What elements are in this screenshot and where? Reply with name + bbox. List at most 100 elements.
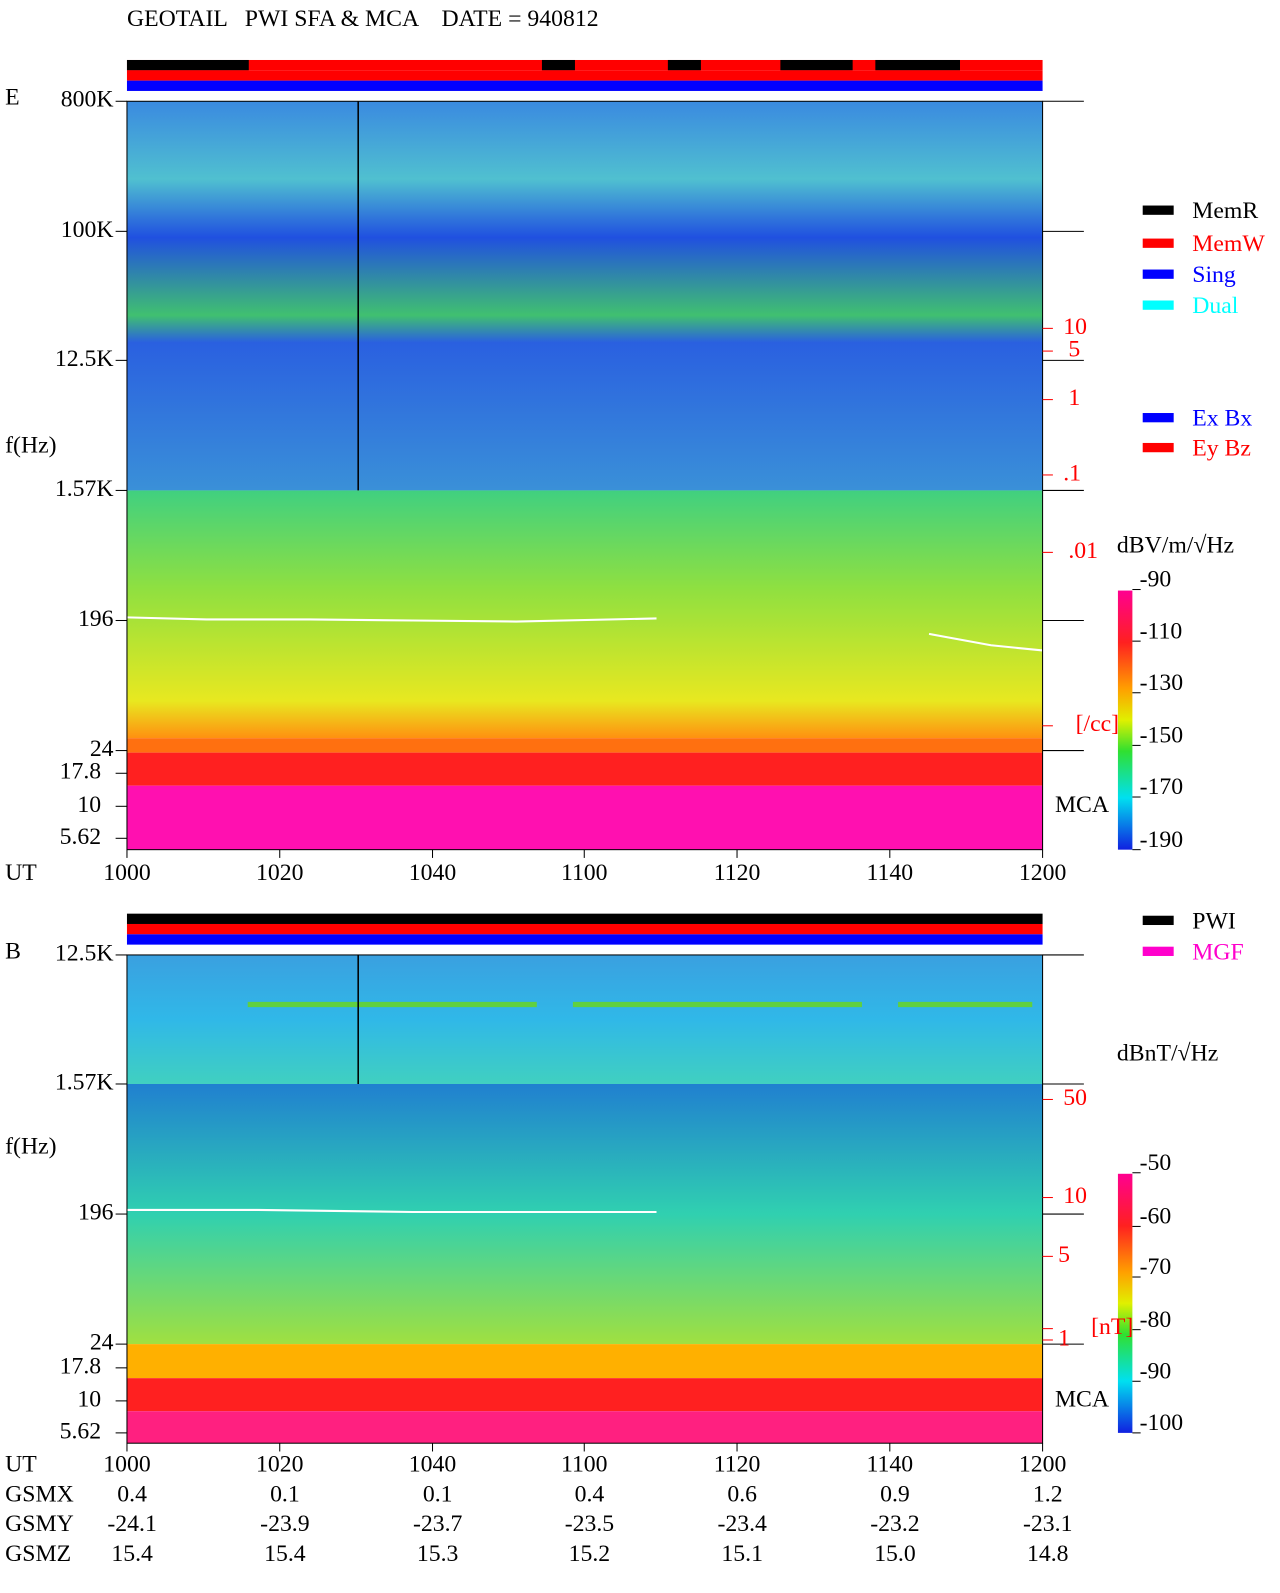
x-tick-label: 1100 [561, 860, 608, 886]
density-label: [/cc] [1076, 711, 1119, 737]
orbit-value: -23.1 [1023, 1511, 1072, 1537]
orbit-label: GSMZ [5, 1541, 71, 1567]
colorbar-tick-label: -60 [1140, 1204, 1172, 1230]
orbit-value: 0.1 [423, 1481, 453, 1507]
x-tick-label: 1020 [256, 860, 303, 886]
density-label: 5 [1068, 337, 1080, 363]
x-tick-label: 1120 [714, 860, 761, 886]
density-label: [nT] [1091, 1314, 1133, 1340]
orbit-value: 15.4 [111, 1541, 153, 1567]
y-tick-label: 196 [78, 606, 114, 632]
colorbar-tick-label: -170 [1140, 774, 1184, 800]
orbit-value: 15.2 [569, 1541, 611, 1567]
colorbar-tick-label: -150 [1140, 723, 1184, 749]
orbit-value: 15.0 [874, 1541, 916, 1567]
colorbar-tick-label: -190 [1140, 827, 1184, 853]
x-tick-label: 1200 [1019, 1451, 1066, 1477]
x-tick-label: 1040 [409, 860, 456, 886]
y-axis-label: f(Hz) [5, 433, 56, 459]
density-label: 50 [1063, 1085, 1087, 1111]
title: GEOTAIL PWI SFA & MCA DATE = 940812 [127, 6, 599, 32]
x-tick-label: 1120 [714, 1451, 761, 1477]
orbit-value: -23.4 [717, 1511, 767, 1537]
legend-swatch [1142, 300, 1174, 310]
colorbar-tick-label: -70 [1140, 1254, 1172, 1280]
orbit-value: -23.5 [565, 1511, 614, 1537]
legend-label: Ey Bz [1192, 436, 1251, 462]
orbit-value: 0.9 [880, 1481, 910, 1507]
x-tick-label: 1140 [867, 860, 914, 886]
panel-label: B [5, 938, 21, 964]
x-tick-label: 1140 [867, 1451, 914, 1477]
orbit-value: 15.4 [264, 1541, 306, 1567]
x-tick-label: 1100 [561, 1451, 608, 1477]
x-tick-label: 1000 [103, 1451, 150, 1477]
mca-label: MCA [1055, 792, 1109, 818]
mca-tick-label: 10 [77, 1386, 101, 1412]
legend-label: Dual [1192, 293, 1239, 319]
x-tick-label: 1000 [103, 860, 150, 886]
legend-swatch [1142, 915, 1174, 926]
legend-label: Sing [1192, 262, 1236, 288]
orbit-value: -24.1 [107, 1511, 156, 1537]
legend-label: MGF [1192, 939, 1243, 965]
orbit-value: 0.4 [117, 1481, 147, 1507]
y-tick-label: 12.5K [55, 940, 114, 966]
colorbar-b [1117, 1173, 1133, 1433]
density-label: 10 [1063, 314, 1087, 340]
colorbar-tick-label: -90 [1140, 1358, 1172, 1384]
x-axis-label: UT [5, 860, 37, 886]
legend-label: Ex Bx [1192, 406, 1252, 432]
x-tick-label: 1040 [409, 1451, 456, 1477]
legend-label: MemR [1192, 198, 1258, 224]
spectrogram-b [126, 954, 1043, 1444]
x-tick-label: 1200 [1019, 860, 1066, 886]
colorbar-tick-label: -110 [1140, 618, 1183, 644]
mca-label: MCA [1055, 1386, 1109, 1412]
panel-label: E [5, 85, 20, 111]
x-axis-label: UT [5, 1451, 37, 1477]
mca-tick-label: 5.62 [60, 1418, 102, 1444]
colorbar-tick-label: -50 [1140, 1150, 1172, 1176]
orbit-value: 0.1 [270, 1481, 300, 1507]
density-label: 5 [1058, 1242, 1070, 1268]
colorbar-e [1117, 590, 1133, 850]
legend-swatch [1142, 238, 1174, 248]
density-label: 1 [1068, 385, 1080, 411]
legend-swatch [1142, 205, 1174, 215]
mca-tick-label: 17.8 [60, 759, 102, 785]
orbit-value: 15.3 [417, 1541, 459, 1567]
legend-label: MemW [1192, 231, 1265, 257]
x-tick-label: 1020 [256, 1451, 303, 1477]
density-label: 1 [1058, 1325, 1070, 1351]
orbit-value: 1.2 [1033, 1481, 1063, 1507]
colorbar-title: dBV/m/√Hz [1117, 533, 1234, 559]
orbit-value: -23.9 [260, 1511, 309, 1537]
y-tick-label: 12.5K [55, 346, 114, 372]
mca-tick-label: 10 [77, 792, 101, 818]
y-tick-label: 24 [90, 736, 114, 762]
orbit-value: 14.8 [1027, 1541, 1069, 1567]
y-tick-label: 1.57K [55, 1069, 114, 1095]
y-tick-label: 196 [78, 1200, 114, 1226]
y-tick-label: 100K [61, 217, 114, 243]
colorbar-title: dBnT/√Hz [1117, 1041, 1218, 1067]
orbit-value: 0.4 [575, 1481, 605, 1507]
orbit-value: -23.2 [870, 1511, 919, 1537]
orbit-value: -23.7 [413, 1511, 463, 1537]
colorbar-tick-label: -90 [1140, 567, 1172, 593]
colorbar-tick-label: -80 [1140, 1307, 1172, 1333]
y-tick-label: 1.57K [55, 476, 114, 502]
legend-label: PWI [1192, 908, 1236, 934]
y-axis-label: f(Hz) [5, 1133, 56, 1159]
mca-tick-label: 17.8 [60, 1353, 102, 1379]
spectrogram-e [126, 101, 1043, 850]
colorbar-tick-label: -100 [1140, 1410, 1184, 1436]
orbit-value: 15.1 [721, 1541, 763, 1567]
y-tick-label: 800K [61, 87, 114, 113]
orbit-label: GSMY [5, 1511, 74, 1537]
density-label: .01 [1068, 538, 1098, 564]
legend-swatch [1142, 442, 1174, 453]
legend-swatch [1142, 269, 1174, 279]
